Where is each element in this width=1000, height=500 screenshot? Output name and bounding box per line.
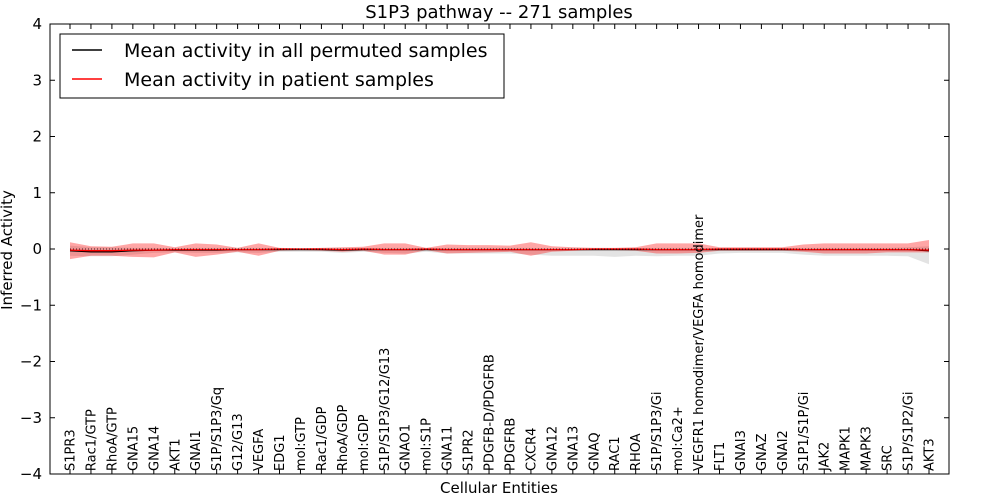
y-axis-label: Inferred Activity <box>0 190 16 310</box>
category-label: AKT1 <box>168 438 183 471</box>
category-label: SRC <box>881 445 896 471</box>
category-label: GNAI1 <box>189 430 204 471</box>
axis-ticks: −4 −3 −2 −1 0 1 2 3 4 <box>20 15 949 483</box>
series-lines <box>69 248 930 253</box>
y-tick-label: −1 <box>20 296 42 314</box>
line-patient-mean <box>69 248 930 252</box>
category-label: GNAI3 <box>734 430 749 471</box>
category-label: mol:GDP <box>357 414 372 471</box>
category-label: Rac1/GDP <box>315 406 330 471</box>
category-label: S1P/S1P2/Gi <box>902 391 917 470</box>
category-label: GNA13 <box>566 426 581 471</box>
category-labels: S1PR3 Rac1/GTP RhoA/GTP GNA15 GNA14 AKT1 GNAI1… <box>64 214 938 472</box>
legend-label-permuted: Mean activity in all permuted samples <box>124 40 487 62</box>
category-label: MAPK3 <box>860 426 875 471</box>
category-label: RhoA/GTP <box>105 407 120 471</box>
plot-frame <box>49 23 950 475</box>
y-tick-label: −3 <box>20 409 42 427</box>
category-label: RHOA <box>629 433 644 471</box>
category-label: RhoA/GDP <box>336 404 351 471</box>
category-label: GNA11 <box>441 426 456 471</box>
category-label: mol:GTP <box>294 417 309 471</box>
y-tick-label: −4 <box>20 465 42 483</box>
y-tick-label: 4 <box>32 15 42 33</box>
category-label: GNAO1 <box>399 424 414 471</box>
category-label: GNAZ <box>755 433 770 471</box>
category-label: CXCR4 <box>524 428 539 471</box>
category-label: S1P1/S1P/Gi <box>797 392 812 471</box>
category-label: VEGFA <box>252 429 267 471</box>
confidence-bands <box>70 240 929 265</box>
category-label: GNA12 <box>545 426 560 471</box>
x-axis-label: Cellular Entities <box>440 479 558 497</box>
category-label: VEGFR1 homodimer/VEGFA homodimer <box>692 214 707 471</box>
category-label: MAPK1 <box>839 426 854 471</box>
y-tick-label: 3 <box>32 71 42 89</box>
category-label: AKT3 <box>923 438 938 471</box>
category-label: JAK2 <box>818 442 833 472</box>
category-label: GNA14 <box>147 426 162 471</box>
y-tick-label: −2 <box>20 353 42 371</box>
category-label: PDGFRB <box>504 418 519 471</box>
category-label: S1PR2 <box>462 429 477 471</box>
category-label: PDGFB-D/PDGFRB <box>483 354 498 471</box>
category-label: EDG1 <box>273 434 288 471</box>
y-tick-label: 0 <box>32 240 42 258</box>
legend-box <box>59 33 505 99</box>
category-label: G12/G13 <box>231 413 246 471</box>
category-label: GNA15 <box>126 426 141 471</box>
category-label: RAC1 <box>608 436 623 471</box>
category-label: S1P/S1P3/G12/G13 <box>378 348 393 471</box>
category-label: S1PR3 <box>64 429 79 471</box>
legend: Mean activity in all permuted samples Me… <box>59 33 505 99</box>
category-label: mol:S1P <box>420 418 435 471</box>
chart-title: S1P3 pathway -- 271 samples <box>365 2 633 23</box>
category-label: Rac1/GTP <box>85 409 100 471</box>
y-tick-label: 2 <box>32 128 42 146</box>
category-label: GNAQ <box>587 432 602 471</box>
category-label: S1P/S1P3/Gq <box>210 387 225 471</box>
category-label: S1P/S1P3/Gi <box>650 392 665 471</box>
category-label: FLT1 <box>713 442 728 471</box>
category-label: GNAI2 <box>776 430 791 471</box>
category-label: mol:Ca2+ <box>671 406 686 471</box>
y-tick-label: 1 <box>32 184 42 202</box>
legend-label-patient: Mean activity in patient samples <box>124 69 434 91</box>
